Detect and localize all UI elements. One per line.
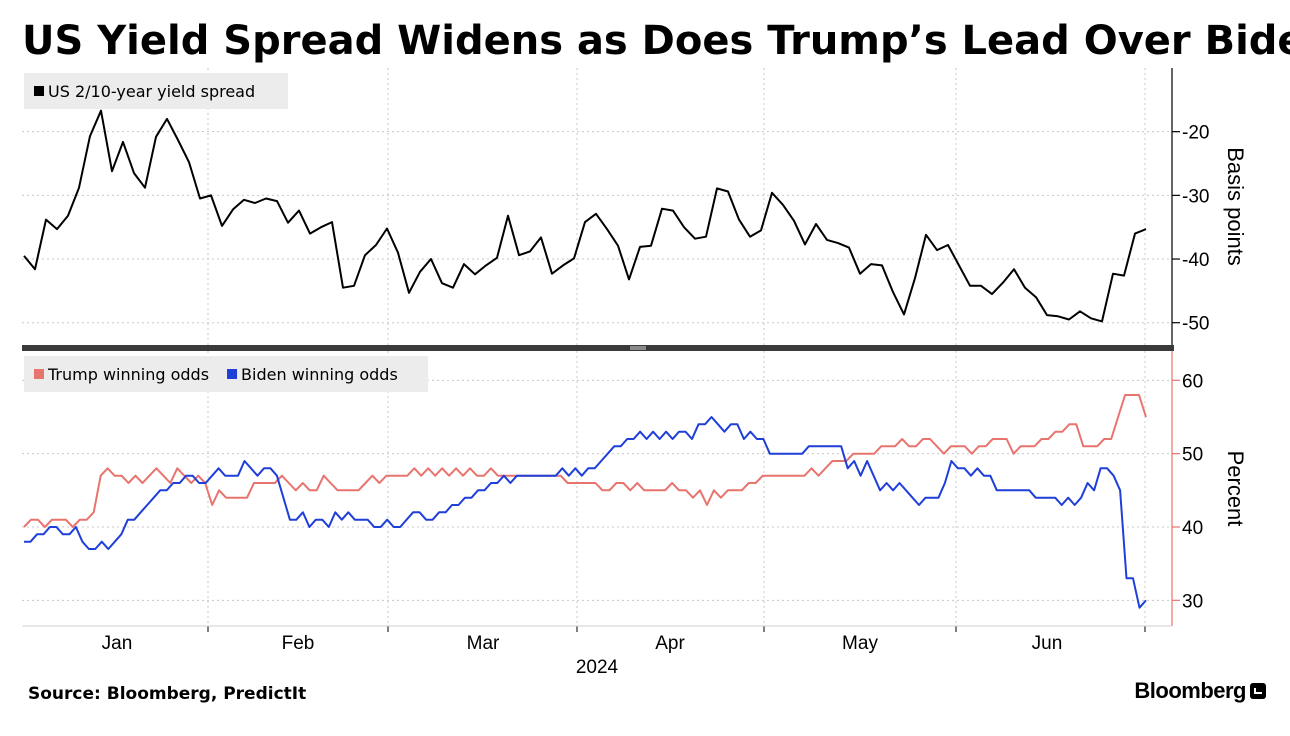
legend-layer: US 2/10-year yield spread Trump winning o… [24,73,428,392]
series-line-trump-winning-odds [23,394,1147,528]
legend-box [24,356,428,392]
legend-swatch [227,369,238,379]
y-axis-title: Basis points [1223,147,1248,266]
pane-divider-handle [630,346,646,350]
y-tick-label: -50 [1182,314,1209,335]
x-tick-label: Feb [282,633,315,654]
axis-layer: -20 -30 -40 -50 Basis points 60 50 40 30 Percent J… [22,68,1248,678]
y-tick-label: -20 [1182,123,1209,144]
pane-divider [22,345,1174,351]
x-tick-label: Jan [102,633,133,654]
source-note: Source: Bloomberg, PredictIt [28,684,307,704]
x-axis-title: 2024 [576,657,619,678]
legend-label: Trump winning odds [47,365,209,384]
legend-box [24,73,288,109]
y-tick-label: -30 [1182,186,1209,207]
y-tick-label: -40 [1182,250,1209,271]
x-tick-label: Mar [467,633,500,654]
legend-label: US 2/10-year yield spread [48,82,255,101]
y-tick-label: 60 [1182,371,1203,392]
chart-title: US Yield Spread Widens as Does Trump’s L… [22,18,1290,64]
series-line-biden-winning-odds [24,416,1147,609]
bloomberg-terminal-icon [1250,683,1266,699]
legend-label: Biden winning odds [241,365,398,384]
grid-layer [22,68,1172,626]
x-tick-label: May [842,633,878,654]
y-tick-label: 50 [1182,445,1203,466]
y-tick-label: 40 [1182,518,1203,539]
series-layer [23,109,1147,609]
y-axis-title: Percent [1223,451,1248,527]
brand-logo: Bloomberg [1134,678,1246,703]
x-tick-label: Jun [1032,633,1063,654]
legend-swatch [34,86,44,96]
x-tick-label: Apr [655,633,685,654]
series-line-us-2-10-year-yield-spread [23,109,1147,323]
y-tick-label: 30 [1182,591,1203,612]
legend-swatch [34,369,44,379]
